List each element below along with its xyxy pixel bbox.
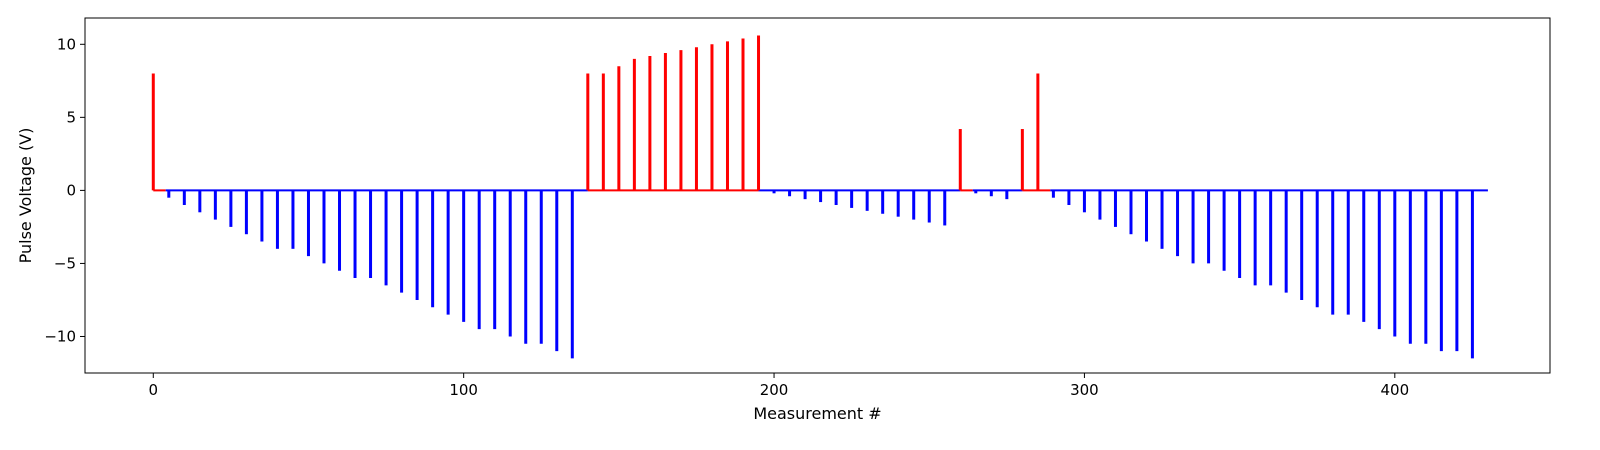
x-tick-label: 100 (449, 381, 478, 399)
plot-marks (151, 35, 1488, 359)
x-tick-label: 300 (1070, 381, 1099, 399)
plot-frame (84, 17, 1551, 374)
y-axis-label: Pulse Voltage (V) (16, 128, 35, 264)
y-tick-label: 10 (57, 35, 76, 53)
y-tick-label: 5 (66, 108, 76, 126)
y-tick-label: −5 (54, 254, 76, 272)
x-tick-label: 0 (149, 381, 159, 399)
x-axis-label: Measurement # (753, 404, 881, 423)
y-tick-label: 0 (66, 181, 76, 199)
x-tick-label: 400 (1380, 381, 1409, 399)
y-tick-label: −10 (44, 327, 76, 345)
x-axis: 0 100 200 300 400 (149, 373, 1409, 399)
x-tick-label: 200 (760, 381, 789, 399)
y-axis: −10 −5 0 5 10 (44, 35, 85, 345)
